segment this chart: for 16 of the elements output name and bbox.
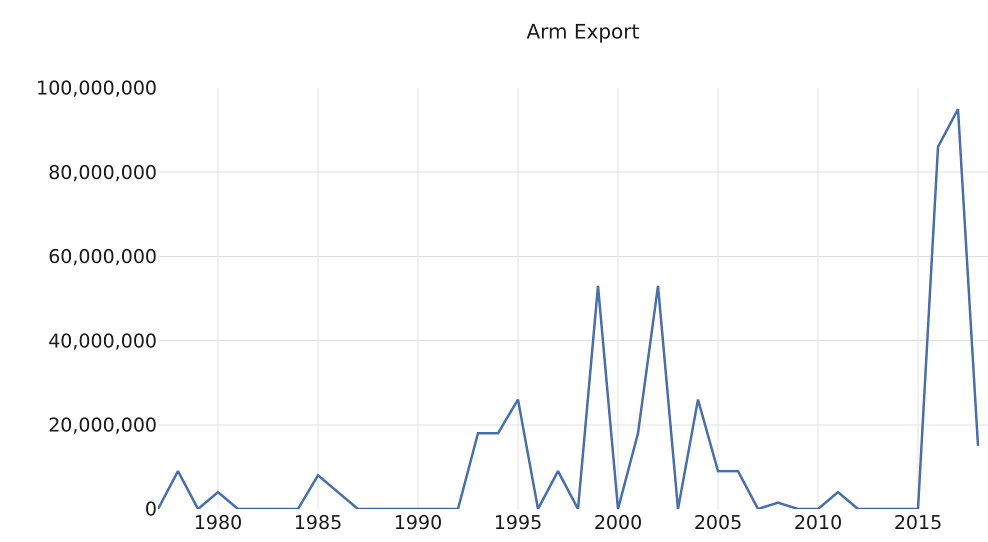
chart-title: Arm Export bbox=[526, 19, 640, 44]
x-tick-label: 2015 bbox=[894, 512, 942, 534]
x-tick-label: 1995 bbox=[494, 512, 542, 534]
x-tick-label: 2005 bbox=[694, 512, 742, 534]
y-tick-label: 20,000,000 bbox=[48, 414, 157, 436]
y-tick-label: 80,000,000 bbox=[48, 162, 157, 184]
y-tick-label: 40,000,000 bbox=[48, 330, 157, 352]
x-tick-label: 2010 bbox=[794, 512, 842, 534]
y-tick-label: 0 bbox=[144, 498, 157, 521]
y-tick-label: 60,000,000 bbox=[48, 246, 157, 268]
x-tick-label: 2000 bbox=[594, 512, 642, 534]
x-tick-label: 1990 bbox=[394, 512, 442, 534]
x-tick-label: 1985 bbox=[294, 512, 342, 534]
line-series bbox=[158, 108, 980, 509]
y-tick-label: 100,000,000 bbox=[36, 78, 157, 100]
x-tick-label: 1980 bbox=[194, 512, 242, 534]
